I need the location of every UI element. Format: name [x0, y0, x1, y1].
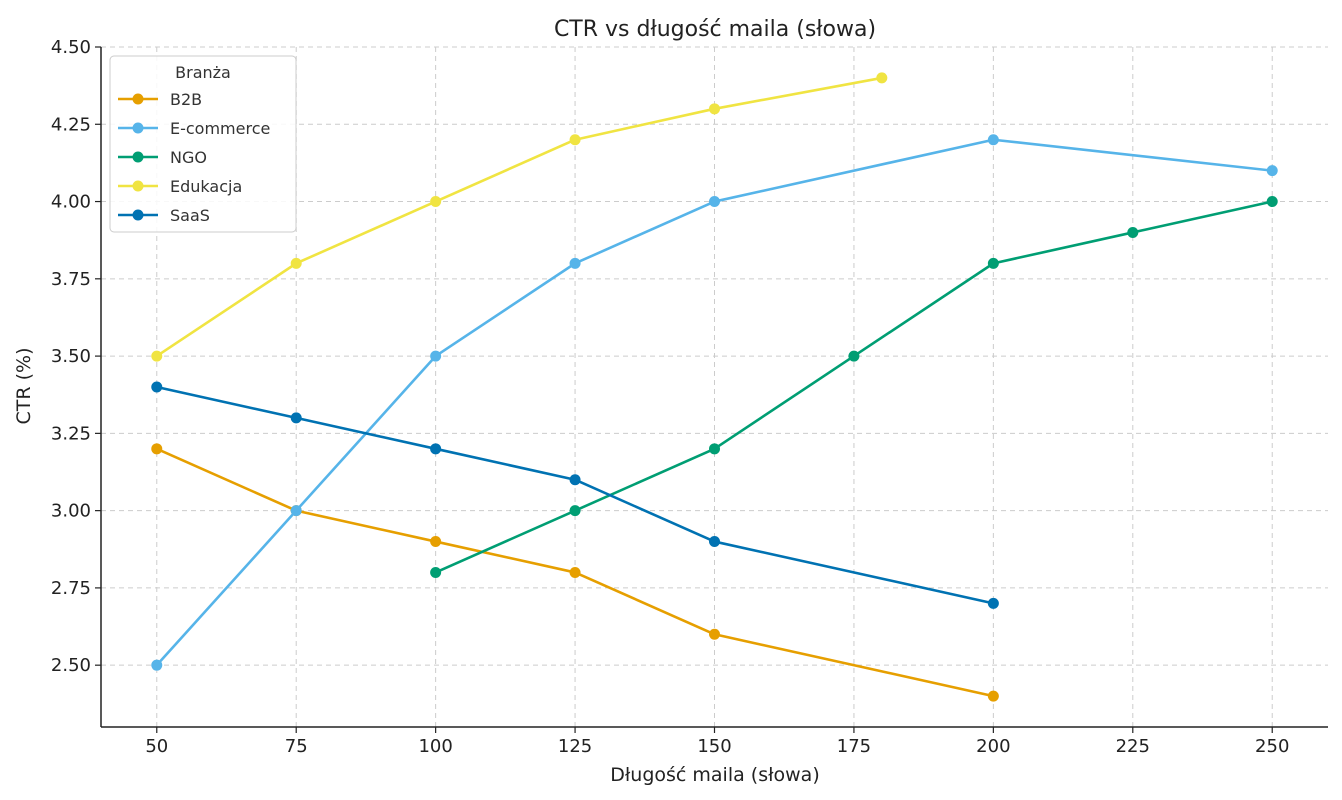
data-point-ngo: [569, 505, 581, 517]
y-tick-label: 4.00: [51, 192, 91, 213]
legend-item-ngo: NGO: [118, 148, 207, 167]
legend-item-edukacja: Edukacja: [118, 177, 242, 196]
x-axis-label: Długość maila (słowa): [610, 764, 819, 786]
y-tick-label: 4.25: [51, 114, 91, 135]
legend-swatch-marker: [132, 93, 144, 105]
y-tick-label: 3.75: [51, 269, 91, 290]
data-point-ngo: [1266, 196, 1278, 208]
x-tick-label: 150: [697, 736, 731, 757]
data-point-b2b: [569, 566, 581, 578]
y-axis-ticks: 2.50 2.75 3.00 3.25 3.50 3.75 4.00 4.25 4.50: [51, 37, 101, 676]
x-tick-label: 75: [285, 736, 308, 757]
series-line-b2b: [156, 447, 994, 698]
series-saas: [151, 381, 999, 609]
y-axis-label: CTR (%): [13, 348, 35, 425]
data-point-e-commerce: [709, 196, 720, 208]
data-point-b2b: [709, 628, 720, 640]
data-point-saas: [290, 412, 302, 424]
legend-label: B2B: [170, 90, 202, 109]
data-point-ngo: [709, 443, 720, 455]
series-line-saas: [156, 385, 994, 605]
data-point-edukacja: [430, 196, 442, 208]
series-group: [151, 72, 1278, 702]
series-line-edukacja: [156, 76, 883, 358]
y-tick-label: 2.50: [51, 655, 91, 676]
chart-title: CTR vs długość maila (słowa): [554, 17, 876, 42]
data-point-saas: [569, 474, 581, 486]
data-point-saas: [987, 597, 999, 609]
data-point-saas: [430, 443, 442, 455]
x-tick-label: 125: [558, 736, 592, 757]
x-tick-label: 200: [976, 736, 1010, 757]
data-point-edukacja: [876, 72, 888, 84]
data-point-edukacja: [569, 134, 581, 146]
data-point-saas: [709, 536, 720, 548]
data-point-edukacja: [709, 103, 720, 115]
legend-label: E-commerce: [170, 119, 270, 138]
legend-swatch-marker: [132, 209, 144, 221]
legend-item-e-commerce: E-commerce: [118, 119, 270, 138]
legend-swatch-marker: [132, 151, 144, 163]
legend-item-saas: SaaS: [118, 206, 210, 225]
legend-label: Edukacja: [170, 177, 242, 196]
data-point-ngo: [430, 566, 442, 578]
series-e-commerce: [151, 134, 1278, 671]
legend-swatch-marker: [132, 180, 144, 192]
data-point-e-commerce: [569, 257, 581, 269]
data-point-ngo: [1127, 226, 1139, 238]
data-point-saas: [151, 381, 163, 393]
data-point-edukacja: [151, 350, 163, 362]
legend: Branża B2B E-commerce NGO Edukacja SaaS: [109, 55, 297, 233]
series-ngo: [430, 196, 1278, 578]
x-tick-label: 225: [1116, 736, 1150, 757]
data-point-e-commerce: [290, 505, 302, 517]
data-point-e-commerce: [1266, 165, 1278, 177]
legend-title: Branża: [175, 63, 231, 82]
legend-label: NGO: [170, 148, 207, 167]
x-axis-ticks: 50 75 100 125 150 175 200 225 250: [145, 727, 1289, 757]
data-point-e-commerce: [151, 659, 163, 671]
y-tick-label: 4.50: [51, 37, 91, 58]
data-point-ngo: [987, 257, 999, 269]
legend-swatch-marker: [132, 122, 144, 134]
y-tick-label: 2.75: [51, 578, 91, 599]
y-tick-label: 3.00: [51, 501, 91, 522]
legend-label: SaaS: [170, 206, 210, 225]
y-tick-label: 3.50: [51, 346, 91, 367]
x-tick-label: 250: [1255, 736, 1289, 757]
x-tick-label: 100: [418, 736, 452, 757]
data-point-b2b: [151, 443, 163, 455]
data-point-b2b: [430, 536, 442, 548]
data-point-e-commerce: [987, 134, 999, 146]
y-tick-label: 3.25: [51, 423, 91, 444]
x-tick-label: 175: [837, 736, 871, 757]
data-point-edukacja: [290, 257, 302, 269]
x-tick-label: 50: [145, 736, 168, 757]
series-edukacja: [151, 72, 888, 362]
data-point-b2b: [987, 690, 999, 702]
legend-item-b2b: B2B: [118, 90, 202, 109]
data-point-e-commerce: [430, 350, 442, 362]
data-point-ngo: [848, 350, 860, 362]
